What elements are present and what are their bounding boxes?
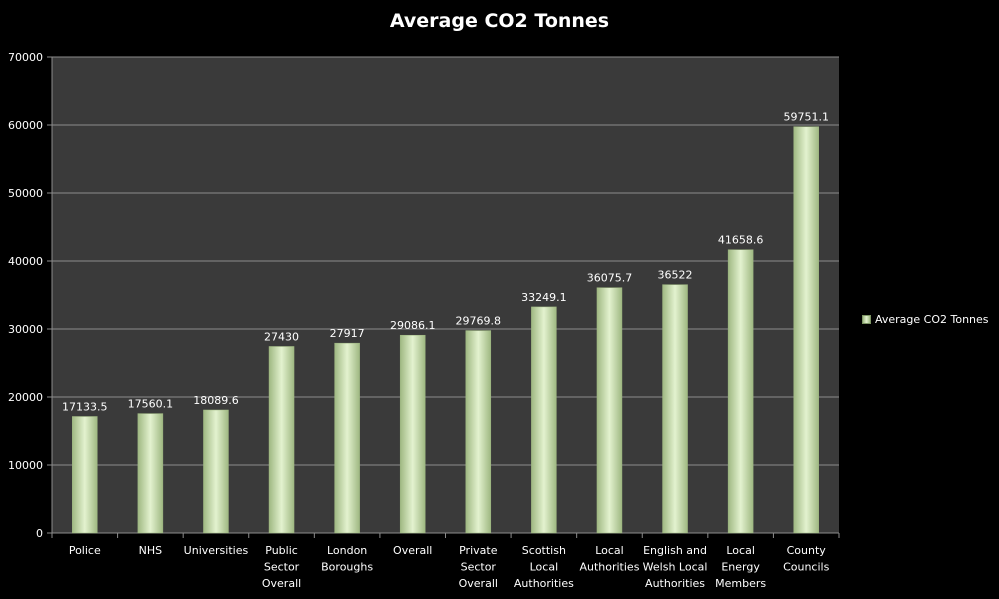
- data-label: 17133.5: [62, 400, 108, 413]
- y-tick-label: 30000: [8, 323, 43, 336]
- x-tick-label: NHS: [139, 544, 163, 557]
- bar: [268, 346, 295, 534]
- bar: [531, 306, 557, 534]
- bars: [72, 126, 819, 534]
- x-tick-label: County Councils: [783, 544, 830, 574]
- bar: [203, 409, 229, 534]
- data-label: 36522: [658, 269, 693, 282]
- chart-title: Average CO2 Tonnes: [389, 10, 610, 32]
- x-tick-label: Private Sector Overall: [459, 544, 498, 590]
- y-tick-label: 10000: [8, 459, 43, 472]
- x-tick-label: Local Authorities: [579, 544, 639, 574]
- x-tick-label: London Boroughs: [321, 544, 373, 574]
- y-tick-label: 40000: [8, 255, 43, 268]
- data-label: 17560.1: [128, 398, 174, 411]
- plot-area: [52, 57, 839, 533]
- data-label: 59751.1: [783, 111, 829, 124]
- y-tick-labels: 0 10000 20000 30000 40000 50000 60000 70000: [8, 51, 43, 540]
- x-tick-label: Overall: [393, 544, 432, 557]
- legend-label: Average CO2 Tonnes: [875, 313, 989, 326]
- bar: [72, 416, 98, 534]
- x-tick-labels: Police NHS Universities Public Sector Overall…: [69, 544, 830, 590]
- data-label: 36075.7: [587, 272, 633, 285]
- y-tick-label: 60000: [8, 119, 43, 132]
- data-label: 27917: [330, 327, 365, 340]
- bar: [465, 330, 492, 534]
- x-tick-label: English and Welsh Local Authorities: [643, 544, 708, 590]
- data-label: 18089.6: [193, 394, 239, 407]
- x-tick-label: Public Sector Overall: [262, 544, 301, 590]
- axes: [51, 57, 840, 538]
- legend-swatch: [862, 315, 871, 324]
- bar: [399, 334, 426, 534]
- y-tick-label: 20000: [8, 391, 43, 404]
- bar: [662, 284, 688, 534]
- y-tick-label: 50000: [8, 187, 43, 200]
- data-labels: 17133.5 17560.1 18089.6 27430 27917 29086.1 29…: [62, 111, 829, 414]
- x-tick-label: Universities: [184, 544, 249, 557]
- gridlines: [47, 56, 839, 534]
- data-label: 27430: [264, 330, 299, 343]
- x-tick-label: Local Energy Members: [715, 544, 766, 590]
- data-label: 29086.1: [390, 319, 436, 332]
- legend: Average CO2 Tonnes: [862, 313, 989, 326]
- y-tick-label: 70000: [8, 51, 43, 64]
- bar: [334, 342, 360, 534]
- data-label: 41658.6: [718, 234, 764, 247]
- bar: [727, 249, 754, 534]
- x-tick-label: Police: [69, 544, 101, 557]
- bar: [793, 126, 819, 534]
- data-label: 33249.1: [521, 291, 567, 304]
- bar: [596, 287, 623, 534]
- bar: [137, 413, 164, 534]
- data-label: 29769.8: [456, 315, 502, 328]
- x-tick-label: Scottish Local Authorities: [514, 544, 574, 590]
- y-tick-label: 0: [36, 527, 43, 540]
